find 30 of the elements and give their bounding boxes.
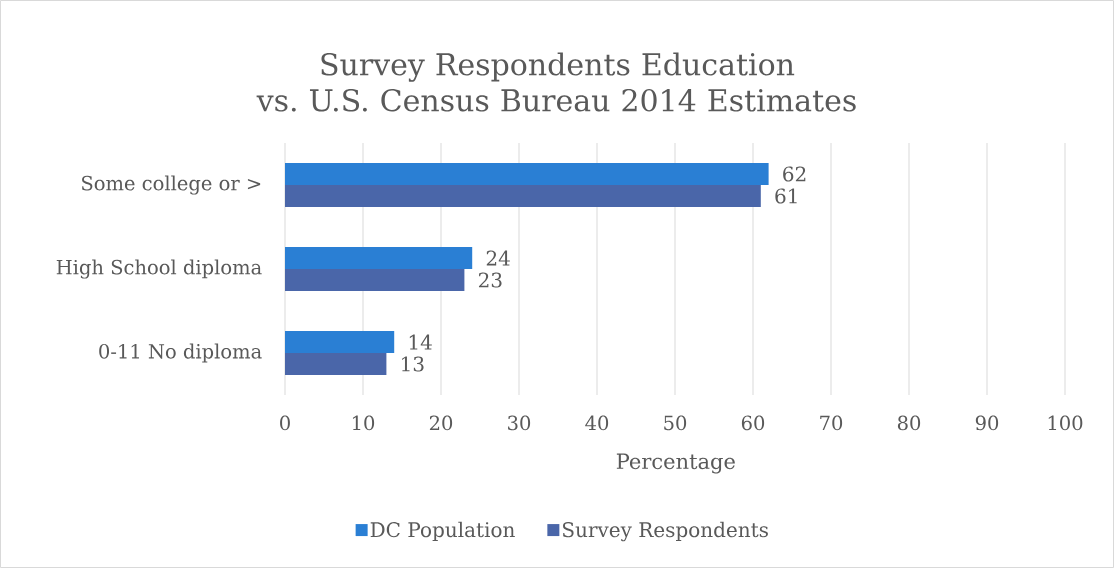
data-label: 61 bbox=[775, 188, 797, 204]
chart-title: Survey Respondents Education vs. U.S. Census Bureau 2014 Estimates bbox=[256, 52, 856, 112]
y-tick-label: Some college or > bbox=[82, 175, 261, 195]
x-tick-label: 100 bbox=[1048, 415, 1083, 431]
x-tick-label: 20 bbox=[429, 415, 453, 431]
y-tick-label: High School diploma bbox=[56, 259, 262, 279]
x-tick-label: 50 bbox=[664, 415, 687, 431]
legend-label: Survey Respondents bbox=[563, 521, 768, 542]
data-label: 24 bbox=[486, 250, 510, 266]
bar bbox=[285, 163, 769, 185]
legend-label: DC Population bbox=[370, 521, 515, 542]
bar bbox=[285, 247, 473, 269]
x-tick-label: 40 bbox=[585, 415, 609, 431]
data-label: 13 bbox=[402, 356, 424, 372]
x-tick-label: 30 bbox=[508, 415, 531, 431]
x-tick-label: 10 bbox=[352, 415, 375, 431]
x-tick-label: 80 bbox=[897, 415, 921, 431]
y-tick-label: 0-11 No diploma bbox=[99, 343, 262, 363]
data-label: 62 bbox=[783, 166, 806, 182]
bar bbox=[285, 185, 761, 208]
x-axis-title: Percentage bbox=[616, 453, 735, 474]
data-label: 23 bbox=[478, 272, 502, 288]
x-tick-label: 60 bbox=[741, 415, 765, 431]
x-tick-label: 0 bbox=[280, 415, 290, 431]
data-label: 14 bbox=[409, 334, 432, 350]
x-tick-label: 70 bbox=[820, 415, 843, 431]
bar bbox=[285, 331, 395, 353]
bar bbox=[285, 353, 387, 376]
bar bbox=[285, 269, 465, 292]
x-tick-label: 90 bbox=[975, 415, 999, 431]
